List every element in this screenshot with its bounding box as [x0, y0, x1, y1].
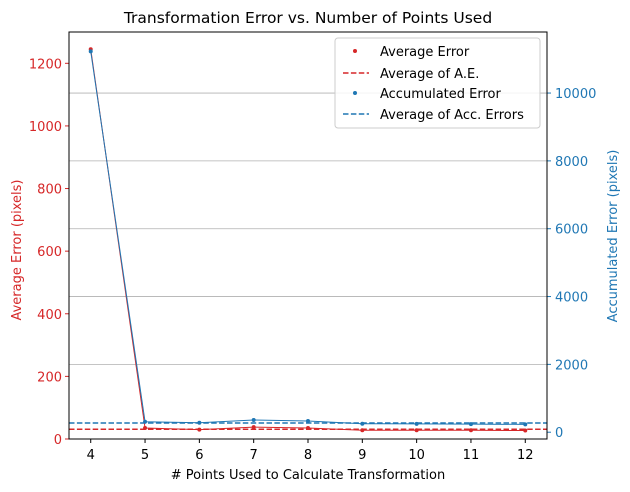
- point-average-error-11: [468, 428, 473, 433]
- point-accumulated-error-9: [360, 421, 365, 426]
- right-tick-label: 4000: [555, 291, 588, 306]
- point-accumulated-error-8: [306, 419, 310, 424]
- point-accumulated-error-7: [251, 418, 256, 423]
- right-tick-label: 8000: [555, 155, 588, 170]
- x-axis-label: # Points Used to Calculate Transformatio…: [171, 468, 445, 483]
- legend-box: [334, 37, 541, 129]
- left-tick-label: 800: [37, 183, 62, 198]
- right-tick-label: 0: [555, 426, 563, 441]
- point-average-error-8: [306, 426, 310, 431]
- x-tick-label: 7: [250, 448, 258, 463]
- right-tick-label: 10000: [555, 87, 596, 102]
- series-layer: [88, 47, 528, 433]
- point-average-error-12: [523, 428, 528, 433]
- legend-marker-average-error: [353, 49, 357, 53]
- left-y-axis: 0 200 400 600 800 1000 1200: [29, 57, 69, 448]
- grid-lines: [69, 92, 547, 365]
- x-tick-label: 5: [141, 448, 149, 463]
- right-tick-label: 6000: [555, 223, 588, 238]
- legend-label-average-acc: Average of Acc. Errors: [380, 108, 524, 123]
- right-y-axis-label: Accumulated Error (pixels): [606, 150, 621, 323]
- point-average-error-5: [143, 426, 148, 431]
- x-tick-label: 12: [517, 448, 534, 463]
- plot-frame: [68, 31, 548, 440]
- right-y-axis: 0 2000 4000 6000 8000 10000: [547, 87, 596, 441]
- point-accumulated-error-4: [88, 49, 93, 54]
- left-tick-label: 0: [54, 433, 62, 448]
- point-accumulated-error-12: [523, 422, 528, 427]
- x-axis: 4 5 6 7 8 9 10 11 12: [87, 439, 534, 463]
- legend-label-average-ae: Average of A.E.: [380, 67, 479, 82]
- left-tick-label: 600: [37, 245, 62, 260]
- x-tick-label: 8: [304, 448, 312, 463]
- left-tick-label: 400: [37, 308, 62, 323]
- legend-label-accumulated-error: Accumulated Error: [380, 87, 502, 102]
- point-average-error-9: [360, 428, 365, 433]
- left-tick-label: 1200: [29, 57, 62, 72]
- left-tick-label: 200: [37, 370, 62, 385]
- x-tick-label: 10: [408, 448, 425, 463]
- point-accumulated-error-10: [414, 421, 419, 426]
- point-accumulated-error-5: [143, 419, 148, 424]
- x-tick-label: 11: [463, 448, 480, 463]
- right-tick-label: 2000: [555, 358, 588, 373]
- point-average-error-7: [251, 425, 256, 430]
- legend-label-average-error: Average Error: [380, 45, 470, 60]
- x-tick-label: 6: [195, 448, 203, 463]
- point-accumulated-error-11: [468, 422, 473, 427]
- left-tick-label: 1000: [29, 120, 62, 135]
- point-accumulated-error-6: [197, 420, 202, 425]
- legend-marker-accumulated-error: [353, 91, 357, 95]
- x-tick-label: 9: [358, 448, 366, 463]
- x-tick-label: 4: [87, 448, 95, 463]
- chart-title: Transformation Error vs. Number of Point…: [123, 9, 492, 27]
- point-average-error-6: [197, 427, 202, 432]
- legend: Average Error Average of A.E. Accumulate…: [334, 37, 541, 129]
- point-average-error-10: [414, 428, 419, 433]
- left-y-axis-label: Average Error (pixels): [10, 179, 25, 320]
